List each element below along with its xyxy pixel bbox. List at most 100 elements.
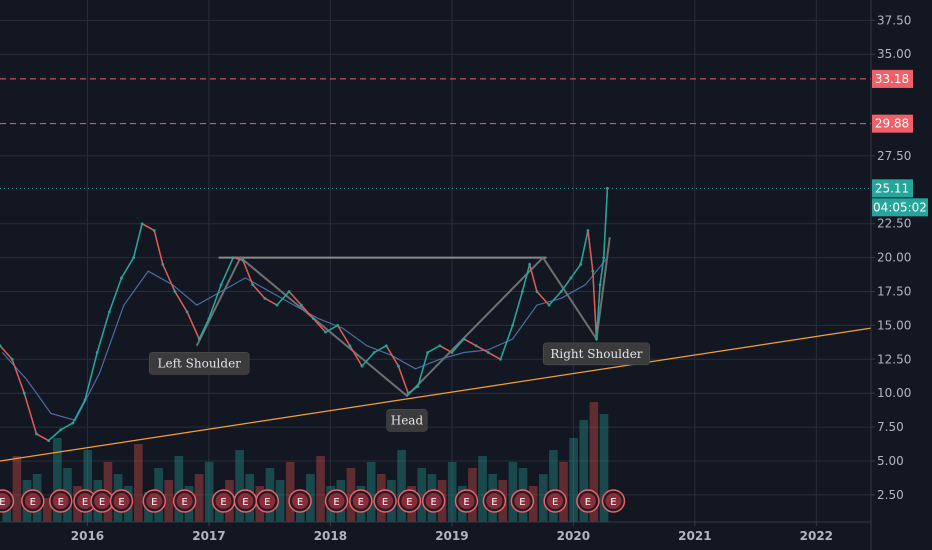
earnings-marker-fill[interactable] xyxy=(94,493,111,509)
earnings-marker-fill[interactable] xyxy=(77,493,94,509)
earnings-marker-label[interactable]: E xyxy=(0,497,6,508)
earnings-marker-fill[interactable] xyxy=(24,493,41,509)
price-segment xyxy=(23,392,38,435)
earnings-marker-label[interactable]: E xyxy=(491,497,497,508)
earnings-marker-label[interactable]: E xyxy=(242,497,248,508)
price-point xyxy=(152,229,156,232)
earnings-marker-fill[interactable] xyxy=(176,493,193,509)
price-badge-label: 25.11 xyxy=(875,181,909,195)
volume-bar xyxy=(194,474,204,522)
price-segment xyxy=(36,433,49,442)
price-point xyxy=(602,256,606,260)
price-point xyxy=(511,324,515,327)
x-tick-label: 2022 xyxy=(800,529,833,543)
price-segment xyxy=(475,345,489,354)
x-tick-label: 2017 xyxy=(192,529,225,543)
price-level-lines xyxy=(0,78,871,189)
y-tick-label: 27.50 xyxy=(877,149,911,163)
earnings-marker-fill[interactable] xyxy=(292,493,309,509)
earnings-marker-fill[interactable] xyxy=(458,493,475,509)
earnings-marker-label[interactable]: E xyxy=(99,497,105,508)
earnings-marker-label[interactable]: E xyxy=(406,497,412,508)
volume-bar xyxy=(579,420,589,522)
price-segment xyxy=(233,256,244,261)
price-point xyxy=(406,391,410,395)
earnings-marker-label[interactable]: E xyxy=(264,497,270,508)
earnings-marker-label[interactable]: E xyxy=(333,497,339,508)
price-segment xyxy=(407,385,419,394)
earnings-marker-fill[interactable] xyxy=(514,493,531,509)
price-axis-background[interactable] xyxy=(871,0,932,550)
trendline-layer[interactable] xyxy=(0,327,872,462)
price-point xyxy=(360,364,364,368)
annotation-label[interactable]: Right Shoulder xyxy=(550,347,642,361)
pattern-annotations[interactable]: Left Shoulder Head Right Shoulder xyxy=(149,342,650,432)
price-segment xyxy=(579,230,589,265)
earnings-marker-fill[interactable] xyxy=(259,493,276,509)
price-point xyxy=(426,351,430,354)
earnings-marker-label[interactable]: E xyxy=(58,497,64,508)
earnings-marker-label[interactable]: E xyxy=(82,497,88,508)
head-and-shoulders-pattern[interactable] xyxy=(195,237,611,398)
earnings-marker-fill[interactable] xyxy=(352,493,369,509)
earnings-marker-label[interactable]: E xyxy=(552,497,558,508)
volume-bar xyxy=(316,456,325,522)
price-point xyxy=(107,310,111,314)
earnings-marker-label[interactable]: E xyxy=(358,497,364,508)
earnings-marker-fill[interactable] xyxy=(113,493,130,509)
y-tick-label: 20.00 xyxy=(877,251,911,265)
earnings-marker-label[interactable]: E xyxy=(431,497,437,508)
earnings-marker-fill[interactable] xyxy=(425,493,442,509)
support-trendline[interactable] xyxy=(0,327,872,462)
earnings-marker-label[interactable]: E xyxy=(118,497,124,508)
earnings-marker-label[interactable]: E xyxy=(220,497,226,508)
earnings-marker-label[interactable]: E xyxy=(585,497,591,508)
earnings-marker-fill[interactable] xyxy=(328,493,345,509)
volume-bar xyxy=(417,468,427,522)
earnings-marker-fill[interactable] xyxy=(146,493,163,509)
earnings-marker-label[interactable]: E xyxy=(181,497,187,508)
earnings-marker-fill[interactable] xyxy=(0,493,11,509)
price-badge xyxy=(872,69,913,88)
earnings-marker-fill[interactable] xyxy=(486,493,503,509)
earnings-marker-fill[interactable] xyxy=(401,493,418,509)
volume-bar xyxy=(447,462,457,522)
earnings-marker-label[interactable]: E xyxy=(610,497,616,508)
x-tick-label: 2020 xyxy=(557,529,590,543)
price-segment xyxy=(427,345,441,354)
annotation-label[interactable]: Left Shoulder xyxy=(158,356,242,370)
price-segment xyxy=(60,422,74,431)
price-point xyxy=(275,303,279,307)
price-point xyxy=(559,290,563,293)
price-point xyxy=(132,256,136,260)
earnings-marker-fill[interactable] xyxy=(215,493,232,509)
price-point xyxy=(416,385,420,388)
earnings-marker-label[interactable]: E xyxy=(463,497,469,508)
earnings-marker-fill[interactable] xyxy=(52,493,69,509)
earnings-marker-label[interactable]: E xyxy=(297,497,303,508)
annotation-label-box[interactable] xyxy=(149,352,250,375)
earnings-marker-fill[interactable] xyxy=(579,493,596,509)
annotation-label[interactable]: Head xyxy=(391,413,424,427)
price-point xyxy=(251,283,255,287)
earnings-marker-fill[interactable] xyxy=(237,493,254,509)
annotation-label-box[interactable] xyxy=(386,409,428,432)
pattern-path[interactable] xyxy=(195,237,611,398)
price-segment xyxy=(361,352,375,367)
time-axis-ticks: 2016 2017 2018 2019 2020 2021 2022 xyxy=(71,522,833,543)
earnings-marker-label[interactable]: E xyxy=(519,497,525,508)
earnings-marker-fill[interactable] xyxy=(377,493,394,509)
earnings-marker-label[interactable]: E xyxy=(30,497,36,508)
price-point xyxy=(140,222,144,226)
price-point xyxy=(474,344,478,348)
earnings-marker-label[interactable]: E xyxy=(382,497,388,508)
earnings-marker-fill[interactable] xyxy=(547,493,564,509)
price-point xyxy=(372,351,376,354)
price-point xyxy=(348,344,352,348)
price-segment xyxy=(603,188,609,258)
earnings-marker-fill[interactable] xyxy=(605,493,622,509)
earnings-marker-label[interactable]: E xyxy=(151,497,157,508)
annotation-label-box[interactable] xyxy=(543,342,650,366)
